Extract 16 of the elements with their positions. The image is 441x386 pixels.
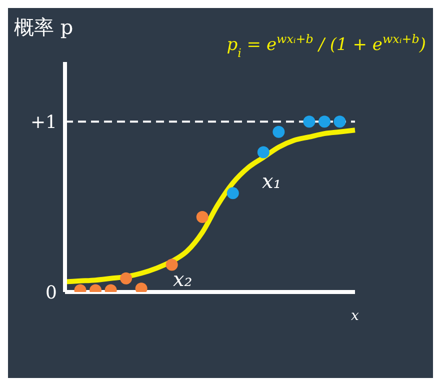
point [166,258,178,271]
annotation: x₂ [173,267,192,291]
point [120,272,132,284]
text: p$_{i}$ = e$^{wxᵢ+b}$ / (1 + e$^{wxᵢ+b}$) [226,32,426,60]
point [196,211,208,224]
point [318,116,330,128]
point [272,126,285,138]
y-tick-label: +1 [30,112,57,134]
point [226,187,239,200]
y-tick-label: 0 [46,282,57,304]
point [334,116,346,128]
x-axis-title: x [351,308,360,324]
point [303,116,316,128]
point [257,146,270,158]
annotation: x₁ [262,169,282,193]
y-axis-title: 概率 p [14,15,74,39]
